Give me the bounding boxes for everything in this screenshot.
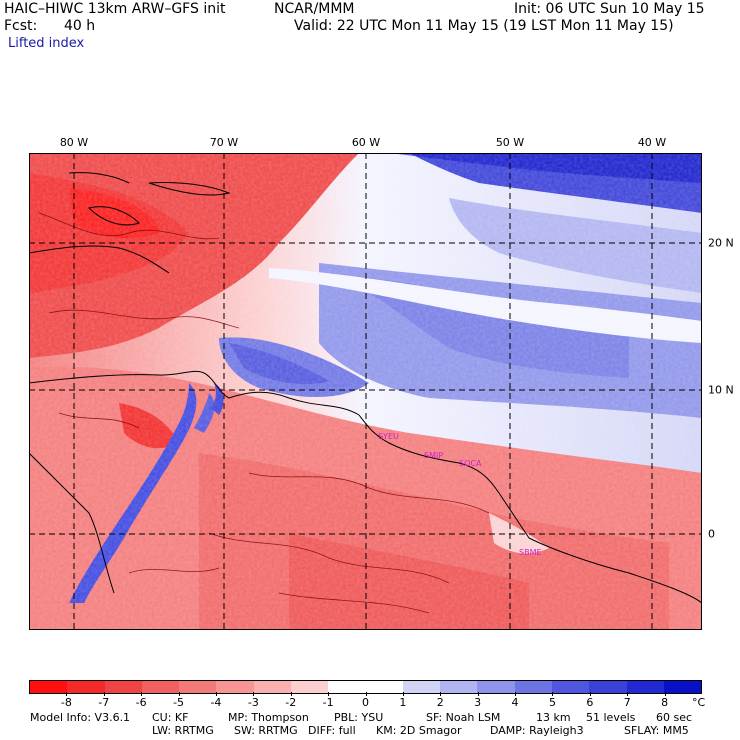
colorbar-tick-label: 2 xyxy=(436,696,444,709)
colorbar-tick-label: 8 xyxy=(661,696,669,709)
damp-scheme: DAMP: Rayleigh3 xyxy=(490,724,584,737)
sf-scheme: SF: Noah LSM xyxy=(426,711,501,724)
colorbar-tick xyxy=(66,692,68,696)
sflay-scheme: SFLAY: MM5 xyxy=(624,724,689,737)
vertical-levels: 51 levels xyxy=(586,711,636,724)
colorbar-swatch xyxy=(514,681,552,693)
colorbar-swatch xyxy=(216,681,254,693)
colorbar-tick xyxy=(141,692,143,696)
colorbar-tick xyxy=(440,692,442,696)
forecast-hour: 40 h xyxy=(64,18,96,34)
colorbar-tick xyxy=(290,692,292,696)
colorbar-tick xyxy=(402,692,404,696)
colorbar-swatch xyxy=(141,681,180,693)
colorbar-tick-label: -1 xyxy=(322,696,334,709)
colorbar-swatch xyxy=(626,681,664,693)
colorbar-tick-label: 6 xyxy=(586,696,594,709)
init-time: Init: 06 UTC Sun 10 May 15 xyxy=(514,1,705,17)
colorbar-swatch xyxy=(290,681,329,693)
colorbar-swatch xyxy=(328,681,366,693)
model-title: HAIC–HIWC 13km ARW–GFS init xyxy=(4,1,226,17)
pbl-scheme: PBL: YSU xyxy=(334,711,384,724)
model-info: Model Info: V3.6.1 xyxy=(30,711,131,724)
colorbar-tick xyxy=(178,692,180,696)
resolution: 13 km xyxy=(536,711,571,724)
diff-scheme: DIFF: full xyxy=(308,724,356,737)
colorbar-tick-label: 5 xyxy=(548,696,556,709)
colorbar-tick xyxy=(477,692,479,696)
colorbar-swatch xyxy=(67,681,105,693)
colorbar-tick-label: 4 xyxy=(511,696,519,709)
colorbar-tick-label: 3 xyxy=(474,696,482,709)
lon-label-80w: 80 W xyxy=(59,136,89,149)
lat-label-0: 0 xyxy=(708,527,715,541)
field-name: Lifted index xyxy=(8,36,85,51)
colorbar-tick xyxy=(365,692,367,696)
colorbar-tick-label: -8 xyxy=(60,696,72,709)
km-scheme: KM: 2D Smagor xyxy=(376,724,462,737)
valid-time: Valid: 22 UTC Mon 11 May 15 (19 LST Mon … xyxy=(294,18,674,34)
lw-scheme: LW: RRTMG xyxy=(152,724,214,737)
lifted-index-map: SYEU SMJP SOCA SBME xyxy=(29,153,702,630)
colorbar-swatch xyxy=(104,681,142,693)
colorbar-swatch xyxy=(365,681,403,693)
map-canvas: SYEU SMJP SOCA SBME xyxy=(29,153,702,630)
colorbar-swatch xyxy=(477,681,515,693)
station-label: SBME xyxy=(519,548,542,557)
mp-scheme: MP: Thompson xyxy=(228,711,309,724)
station-label: SMJP xyxy=(424,451,443,460)
lon-label-50w: 50 W xyxy=(495,136,525,149)
colorbar-tick-label: -2 xyxy=(285,696,297,709)
cu-scheme: CU: KF xyxy=(152,711,189,724)
forecast-label: Fcst: xyxy=(4,18,38,34)
colorbar-swatch xyxy=(551,681,590,693)
lon-label-70w: 70 W xyxy=(209,136,239,149)
colorbar xyxy=(29,680,702,694)
lon-label-40w: 40 W xyxy=(637,136,667,149)
station-label: SYEU xyxy=(378,432,399,441)
lon-label-60w: 60 W xyxy=(351,136,381,149)
colorbar-swatch xyxy=(663,681,702,693)
colorbar-tick xyxy=(664,692,666,696)
colorbar-swatch xyxy=(402,681,441,693)
org-label: NCAR/MMM xyxy=(274,1,355,17)
colorbar-tick-label: -7 xyxy=(98,696,110,709)
colorbar-tick-label: -6 xyxy=(135,696,147,709)
colorbar-swatch xyxy=(589,681,627,693)
colorbar-swatch xyxy=(179,681,217,693)
colorbar-tick-label: 0 xyxy=(362,696,369,709)
colorbar-tick-label: -5 xyxy=(173,696,185,709)
lat-label-10n: 10 N xyxy=(708,383,734,397)
sw-scheme: SW: RRTMG xyxy=(234,724,298,737)
colorbar-tick xyxy=(253,692,255,696)
colorbar-tick xyxy=(515,692,517,696)
colorbar-tick xyxy=(328,692,330,696)
lat-label-20n: 20 N xyxy=(708,236,734,250)
colorbar-swatch xyxy=(440,681,478,693)
colorbar-tick-label: 1 xyxy=(399,696,407,709)
colorbar-tick xyxy=(552,692,554,696)
station-label: SOCA xyxy=(459,459,482,468)
colorbar-tick xyxy=(589,692,591,696)
colorbar-tick-label: -4 xyxy=(210,696,222,709)
colorbar-tick xyxy=(215,692,217,696)
colorbar-tick xyxy=(103,692,105,696)
colorbar-tick-label: -3 xyxy=(247,696,259,709)
colorbar-swatch xyxy=(30,681,68,693)
colorbar-tick xyxy=(627,692,629,696)
colorbar-tick-label: 7 xyxy=(623,696,631,709)
colorbar-unit: °C xyxy=(692,696,706,709)
timestep: 60 sec xyxy=(656,711,693,724)
colorbar-swatch xyxy=(253,681,291,693)
